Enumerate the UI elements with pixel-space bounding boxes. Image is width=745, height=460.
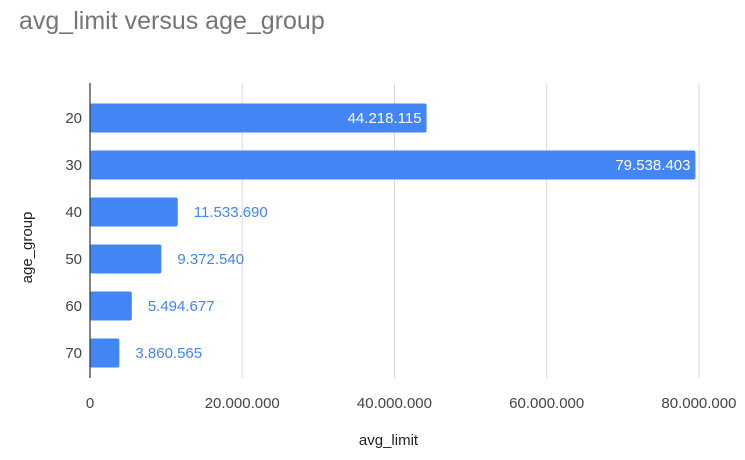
- chart-title: avg_limit versus age_group: [19, 7, 325, 35]
- bar: [90, 197, 178, 227]
- bar: [90, 103, 427, 133]
- bar-labels: 44.218.115 79.538.403 11.533.690 9.372.540 5…: [135, 110, 690, 362]
- bar-value-label: 5.494.677: [148, 298, 215, 315]
- bar-value-label: 79.538.403: [615, 157, 690, 174]
- bar: [90, 338, 120, 368]
- bar-value-label: 9.372.540: [177, 251, 244, 268]
- x-tick-label: 20.000.000: [205, 395, 280, 412]
- bars: [90, 103, 696, 368]
- bar-value-label: 11.533.690: [194, 204, 268, 221]
- x-axis-title: avg_limit: [359, 432, 419, 449]
- y-tick-label: 50: [65, 251, 82, 268]
- bar: [90, 244, 162, 274]
- y-tick-label: 40: [65, 204, 82, 221]
- bar-value-label: 3.860.565: [135, 345, 202, 362]
- bar: [90, 291, 132, 321]
- y-tick-label: 70: [65, 345, 82, 362]
- y-tick-labels: 20 30 40 50 60 70: [65, 110, 82, 362]
- y-tick-label: 60: [65, 298, 82, 315]
- x-tick-label: 80.000.000: [661, 395, 736, 412]
- x-tick-label: 60.000.000: [509, 395, 584, 412]
- x-tick-label: 40.000.000: [357, 395, 432, 412]
- bar-value-label: 44.218.115: [348, 110, 422, 127]
- y-axis-title: age_group: [19, 212, 36, 284]
- x-tick-labels: 0 20.000.000 40.000.000 60.000.000 80.000.00…: [86, 395, 737, 412]
- y-tick-label: 30: [65, 157, 82, 174]
- x-tick-label: 0: [86, 395, 94, 412]
- bar: [90, 150, 696, 180]
- y-tick-label: 20: [65, 110, 82, 127]
